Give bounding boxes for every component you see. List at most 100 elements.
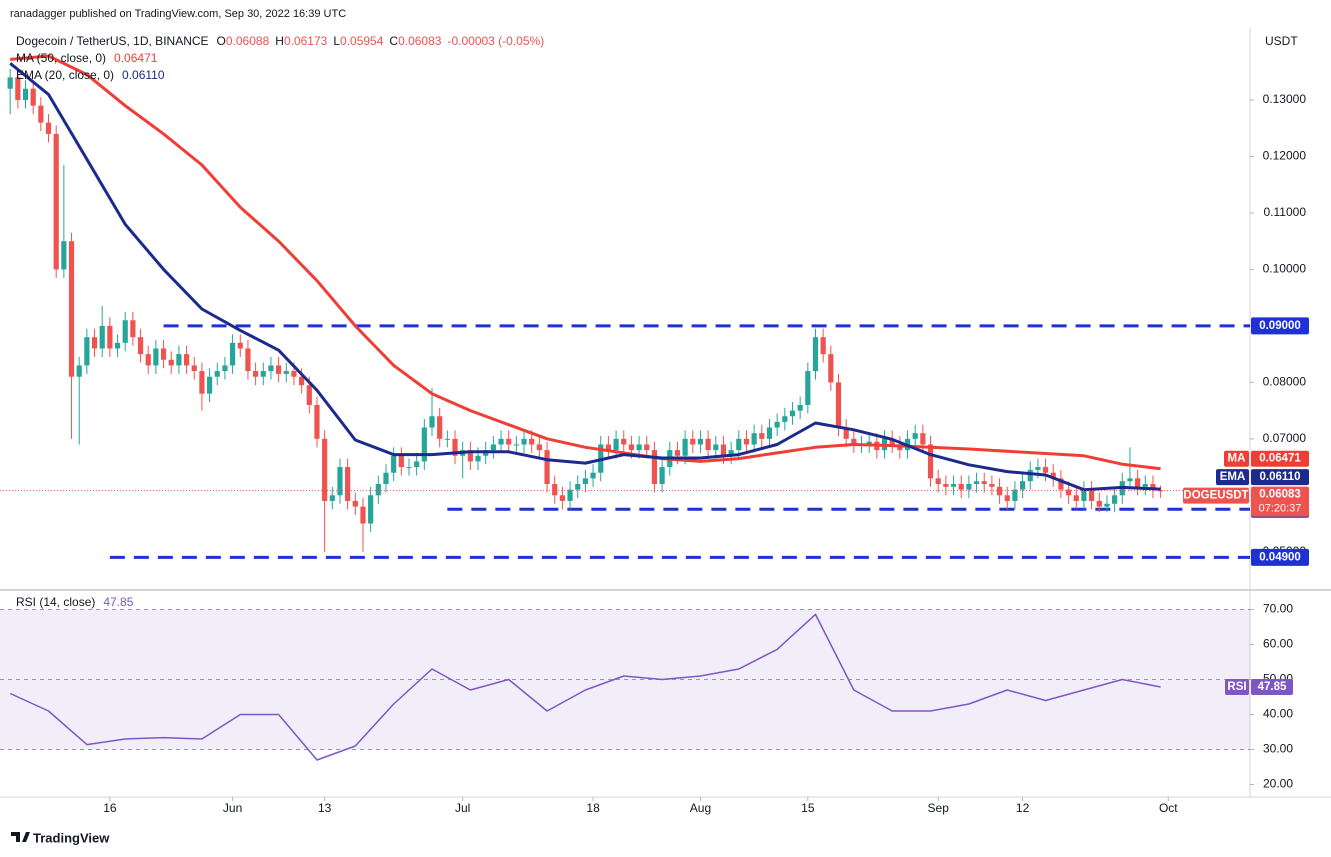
series-value-tag-box — [1251, 469, 1309, 486]
level-tag-box — [1251, 317, 1309, 335]
candle-body — [575, 484, 581, 490]
last-price: 0.06083 — [1259, 489, 1301, 501]
x-tick-label: 12 — [1016, 801, 1030, 815]
rsi-tick-label: 60.00 — [1263, 637, 1293, 651]
candle-body — [253, 371, 259, 377]
candle-body — [283, 371, 289, 374]
candle-body — [467, 450, 473, 462]
ohlc-value: 0.06088 — [226, 34, 270, 48]
candle-body — [536, 444, 542, 451]
candle-body — [306, 385, 312, 405]
candle-body — [521, 438, 527, 445]
candle-body — [7, 77, 13, 89]
candle-body — [743, 438, 750, 445]
series-name-tag-text: MA — [1228, 453, 1246, 465]
indicator-line — [9, 62, 1161, 492]
level-tag-box — [1251, 548, 1309, 566]
candle-body — [1158, 490, 1164, 492]
candle-body — [1019, 481, 1026, 490]
candle-body — [782, 416, 788, 422]
ohlc-value: 0.06083 — [398, 34, 442, 48]
x-tick-label: Oct — [1159, 801, 1178, 815]
candle-body — [582, 478, 589, 485]
candle-body — [628, 444, 635, 451]
x-tick-label: Sep — [928, 801, 950, 815]
candle-body — [130, 320, 136, 338]
candle-body — [322, 438, 328, 501]
candle-body — [958, 484, 964, 490]
candle-body — [15, 77, 21, 101]
y-tick-label: 0.13000 — [1263, 92, 1307, 106]
candle-body — [498, 438, 504, 445]
candle-body — [789, 410, 796, 417]
candle-body — [452, 438, 458, 456]
candle-body — [183, 354, 190, 366]
footer-logo — [11, 832, 30, 842]
candle-body — [30, 88, 36, 106]
candle-body — [61, 241, 67, 270]
candle-body — [299, 376, 305, 386]
candle-body — [168, 359, 174, 366]
candle-body — [812, 337, 819, 372]
rsi-legend-title: RSI (14, close) — [16, 595, 95, 609]
candle-body — [1150, 484, 1156, 490]
candle-body — [613, 438, 619, 451]
rsi-legend-value: 47.85 — [103, 595, 133, 609]
candle-body — [176, 354, 182, 366]
candle-body — [981, 481, 987, 485]
candle-body — [114, 342, 121, 349]
candle-body — [368, 495, 374, 524]
series-legend: MA (50, close, 0) 0.06471 — [16, 51, 158, 65]
series-legend-name: EMA (20, close, 0) — [16, 68, 114, 82]
x-tick-label: 16 — [103, 801, 117, 815]
ohlc-key: H — [275, 34, 284, 48]
candle-body — [1142, 484, 1148, 487]
indicator-line — [10, 54, 1161, 471]
candle-body — [107, 325, 113, 349]
series-name-tag-box — [1224, 450, 1249, 467]
ohlc-key: O — [217, 34, 226, 48]
candle-body — [697, 438, 704, 445]
candle-body — [145, 354, 151, 366]
candle-body — [1073, 495, 1079, 501]
unit-label: USDT — [1265, 34, 1298, 48]
rsi-line — [9, 613, 1161, 761]
candle-body — [927, 444, 934, 479]
x-tick-label: 18 — [586, 801, 600, 815]
candle-body — [1096, 500, 1102, 507]
candle-body — [22, 88, 29, 101]
candle-body — [912, 433, 918, 439]
candle-body — [38, 105, 44, 123]
legend-title: Dogecoin / TetherUS, 1D, BINANCE — [16, 34, 209, 48]
candle-body — [345, 467, 351, 501]
candle-body — [973, 481, 980, 485]
candle-body — [513, 444, 519, 446]
candle-body — [935, 478, 941, 485]
candle-body — [590, 472, 596, 479]
candle-body — [84, 337, 90, 366]
series-legend-value: 0.06110 — [122, 68, 165, 82]
candle-body — [636, 444, 642, 451]
candle-body — [544, 450, 550, 485]
last-price-box — [1251, 486, 1309, 517]
candle-body — [245, 348, 251, 372]
y-tick-label: 0.08000 — [1263, 375, 1307, 389]
candle-body — [889, 438, 895, 445]
y-tick-label: 0.11000 — [1264, 205, 1307, 219]
candle-body — [437, 416, 443, 439]
candle-body — [1058, 478, 1064, 490]
candle-body — [1112, 495, 1118, 504]
x-tick-label: Aug — [690, 801, 711, 815]
candle-body — [53, 133, 59, 270]
series-value-tag-box — [1251, 450, 1309, 467]
change: -0.00003 (-0.05%) — [447, 34, 544, 48]
candle-body — [506, 438, 512, 445]
candle-body — [835, 382, 842, 428]
candle-body — [45, 122, 52, 134]
candle-body — [605, 444, 612, 451]
candle-body — [383, 472, 389, 485]
candle-body — [943, 484, 949, 487]
x-tick-label: Jul — [455, 801, 470, 815]
